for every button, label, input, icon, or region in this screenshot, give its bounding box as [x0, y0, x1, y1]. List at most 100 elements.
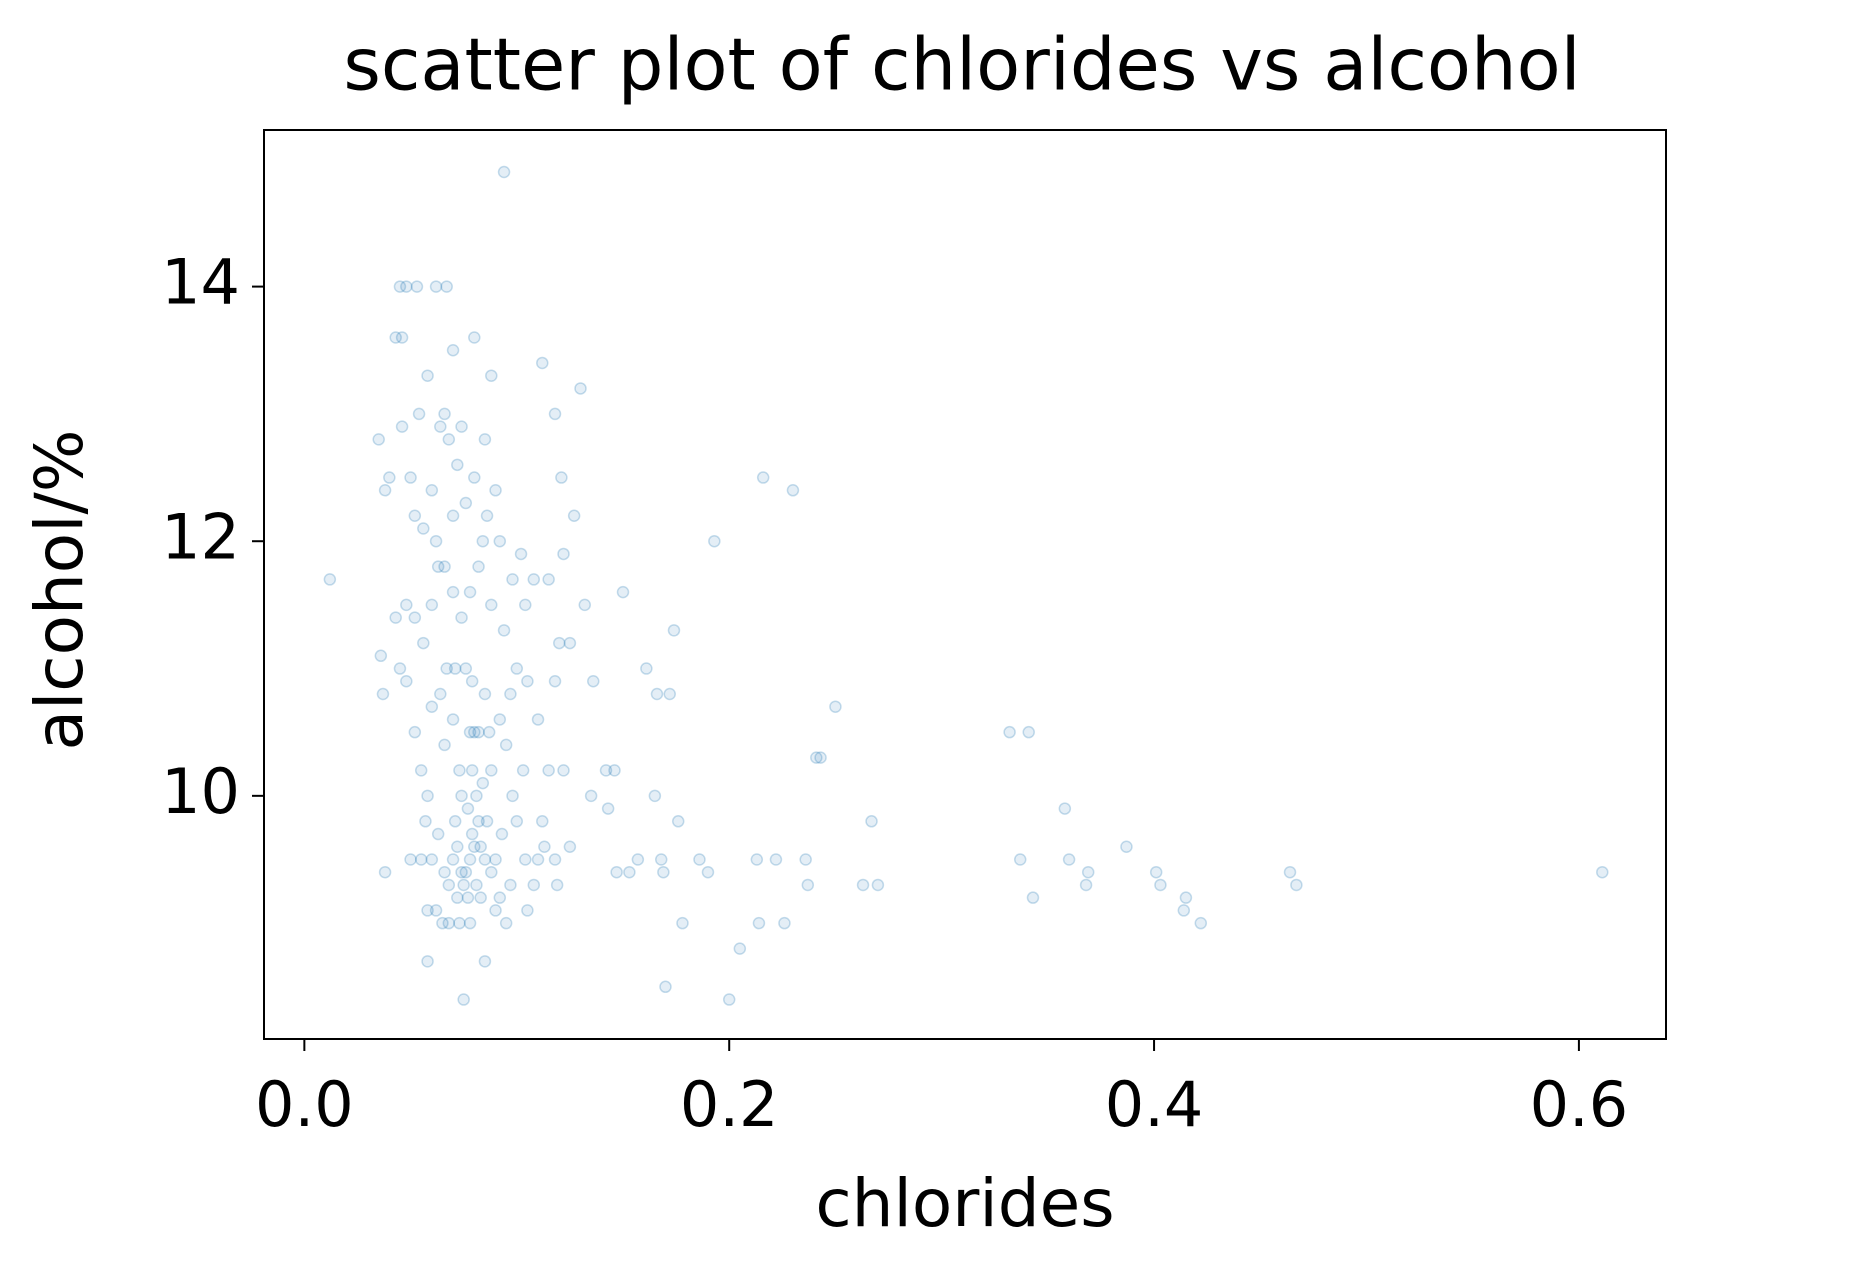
point [474, 891, 487, 904]
point [631, 853, 645, 866]
point [455, 420, 468, 433]
point [497, 624, 511, 637]
point [601, 802, 615, 815]
point [393, 662, 407, 675]
point [461, 802, 475, 815]
point [563, 636, 577, 650]
point [393, 280, 407, 293]
point [538, 840, 551, 854]
point [654, 853, 668, 866]
point [421, 955, 434, 968]
point [1120, 840, 1133, 854]
point [400, 280, 413, 293]
point [472, 815, 485, 828]
point [442, 878, 456, 892]
point [474, 840, 487, 854]
point [446, 585, 460, 599]
point [472, 560, 485, 573]
point [448, 815, 462, 828]
point [414, 764, 428, 777]
point [372, 433, 385, 446]
point [459, 662, 473, 675]
point [431, 827, 445, 841]
point [527, 878, 541, 892]
point [510, 662, 524, 675]
y-tick-label: 12 [161, 500, 240, 573]
point [442, 916, 456, 930]
point [378, 484, 392, 497]
point [468, 471, 481, 484]
point [463, 853, 477, 866]
point [395, 420, 409, 433]
point [608, 764, 621, 777]
point [553, 636, 566, 650]
y-axis-label: alcohol/% [21, 430, 98, 751]
point [463, 725, 477, 739]
point [616, 585, 630, 599]
point [434, 420, 447, 433]
point [756, 471, 770, 484]
point [489, 484, 502, 497]
point [453, 916, 466, 930]
point [438, 738, 451, 752]
point [810, 751, 823, 764]
point [429, 534, 443, 548]
x-tick-label: 0.4 [1105, 1068, 1204, 1141]
point [769, 853, 783, 866]
point [527, 573, 541, 586]
point [376, 687, 390, 701]
point [676, 916, 689, 930]
point [453, 764, 466, 777]
point [1013, 853, 1027, 866]
point [650, 687, 664, 701]
point [610, 865, 623, 879]
point [468, 840, 481, 854]
point [499, 738, 513, 752]
point [482, 725, 496, 739]
point [468, 331, 481, 344]
point [485, 865, 498, 879]
point [400, 598, 413, 612]
point [657, 865, 670, 879]
y-tick-label: 10 [161, 755, 240, 828]
point [404, 471, 417, 484]
point [871, 878, 885, 892]
point [400, 675, 413, 688]
point [557, 764, 570, 777]
point [799, 853, 812, 866]
point [417, 636, 430, 650]
point [640, 662, 653, 675]
point [536, 815, 549, 828]
point [438, 865, 451, 879]
point [504, 878, 517, 892]
point [414, 853, 428, 866]
point [1026, 891, 1040, 904]
point [472, 725, 485, 739]
point [425, 598, 439, 612]
point [599, 764, 613, 777]
point [1149, 865, 1163, 879]
point [865, 815, 878, 828]
point [412, 407, 426, 421]
point [419, 815, 432, 828]
point [463, 916, 477, 930]
point [557, 547, 570, 561]
point [436, 916, 449, 930]
point [750, 853, 764, 866]
point [519, 853, 532, 866]
point [455, 865, 468, 879]
point [814, 751, 827, 764]
point [455, 611, 468, 624]
point [495, 827, 509, 841]
point [722, 993, 736, 1006]
chart-title: scatter plot of chlorides vs alcohol [343, 23, 1580, 107]
point [493, 534, 507, 548]
point [1058, 802, 1072, 815]
point [463, 585, 477, 599]
point [1179, 891, 1193, 904]
point [1154, 878, 1167, 892]
point [485, 598, 498, 612]
point [457, 878, 470, 892]
point [440, 662, 453, 675]
point [485, 369, 498, 382]
